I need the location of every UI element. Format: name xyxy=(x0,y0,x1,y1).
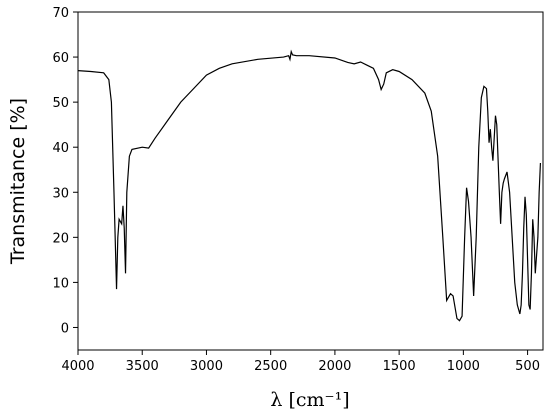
y-tick-label: 0 xyxy=(61,321,69,336)
x-tick-label: 2000 xyxy=(318,359,351,374)
plot-frame xyxy=(77,11,544,351)
y-tick-label: 10 xyxy=(52,276,69,291)
x-tick-label: 2500 xyxy=(254,359,287,374)
y-tick-label: 30 xyxy=(52,186,69,201)
y-tick-label: 70 xyxy=(52,6,69,21)
y-tick-label: 60 xyxy=(52,51,69,66)
y-tick-label: 40 xyxy=(52,141,69,156)
y-axis-label: Transmitance [%] xyxy=(7,98,29,265)
x-tick-label: 3500 xyxy=(126,359,159,374)
x-tick-label: 3000 xyxy=(190,359,223,374)
y-tick-label: 20 xyxy=(52,231,69,246)
x-axis-label: λ [cm⁻¹] xyxy=(270,389,349,411)
y-tick-label: 50 xyxy=(52,96,69,111)
x-tick-label: 500 xyxy=(515,359,540,374)
x-tick-label: 4000 xyxy=(61,359,94,374)
x-tick-label: 1000 xyxy=(447,359,480,374)
spectrum-line xyxy=(77,49,542,322)
x-tick-label: 1500 xyxy=(383,359,416,374)
